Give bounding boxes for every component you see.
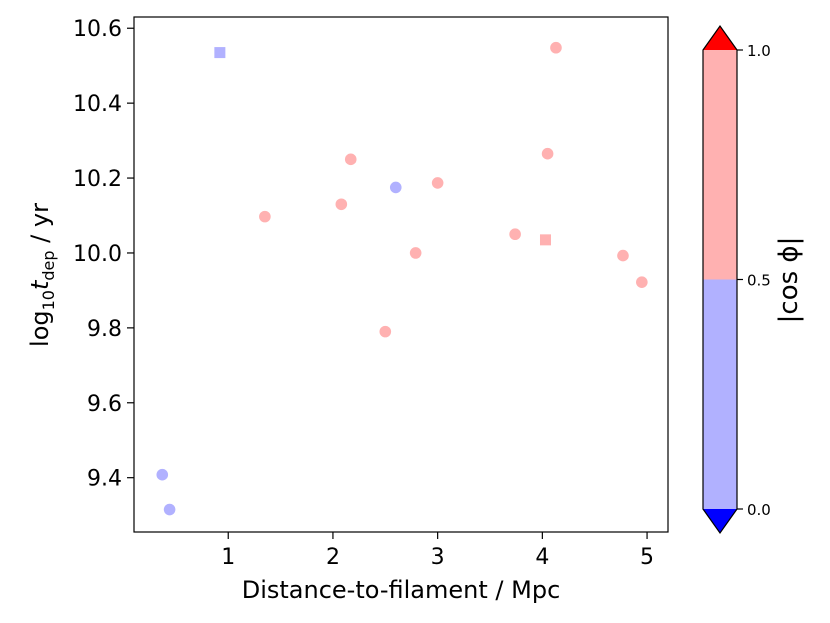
colorbar-segment-low <box>703 279 737 509</box>
y-tick-label: 9.6 <box>87 392 122 417</box>
data-point <box>509 228 521 241</box>
colorbar-tick-label: 1.0 <box>747 42 771 60</box>
y-axis: 9.4 9.6 9.8 10.0 10.2 10.4 10.6 <box>73 17 134 492</box>
data-point <box>636 276 648 288</box>
x-tick-label: 1 <box>221 545 235 570</box>
colorbar-extend-over <box>703 26 737 50</box>
colorbar-extend-under <box>703 509 737 533</box>
data-point <box>431 177 444 189</box>
data-point <box>389 181 402 194</box>
colorbar-segment-high <box>703 50 737 280</box>
x-tick-label: 5 <box>640 545 654 570</box>
x-axis: 1 2 3 4 5 <box>221 532 654 570</box>
data-point <box>259 210 271 223</box>
data-point <box>550 41 562 54</box>
y-tick-label: 10.6 <box>73 17 122 42</box>
x-axis-label: Distance-to-filament / Mpc <box>242 576 561 604</box>
colorbar: 0.0 0.5 1.0 <box>702 24 771 535</box>
y-axis-label-sub2: dep <box>39 250 58 280</box>
x-tick-label: 3 <box>431 545 445 570</box>
y-axis-label: log10tdep / yr <box>26 203 58 347</box>
data-point <box>541 147 554 160</box>
y-tick-label: 9.8 <box>87 317 122 342</box>
plot-frame <box>133 16 669 533</box>
y-axis-label-sub1: 10 <box>39 290 58 310</box>
data-point <box>409 247 422 259</box>
x-tick-label: 2 <box>326 545 340 570</box>
data-point <box>156 468 169 481</box>
data-point <box>379 325 392 338</box>
data-point <box>163 503 176 516</box>
x-tick-label: 4 <box>535 545 549 570</box>
data-point-square <box>539 234 551 246</box>
colorbar-label: |cos ϕ| <box>774 237 804 324</box>
colorbar-tick-label: 0.0 <box>747 501 771 519</box>
data-point <box>344 153 357 166</box>
data-points <box>156 41 648 516</box>
y-axis-label-prefix: log <box>26 310 54 347</box>
y-axis-label-var: t <box>26 279 54 290</box>
data-point-square <box>214 47 226 59</box>
y-tick-label: 9.4 <box>87 467 122 492</box>
data-point <box>335 198 348 211</box>
colorbar-tick-label: 0.5 <box>747 272 771 290</box>
data-point <box>617 249 629 262</box>
y-tick-label: 10.4 <box>73 92 122 117</box>
y-axis-label-suffix: / yr <box>26 203 54 251</box>
y-tick-label: 10.2 <box>73 167 122 192</box>
y-tick-label: 10.0 <box>73 242 122 267</box>
